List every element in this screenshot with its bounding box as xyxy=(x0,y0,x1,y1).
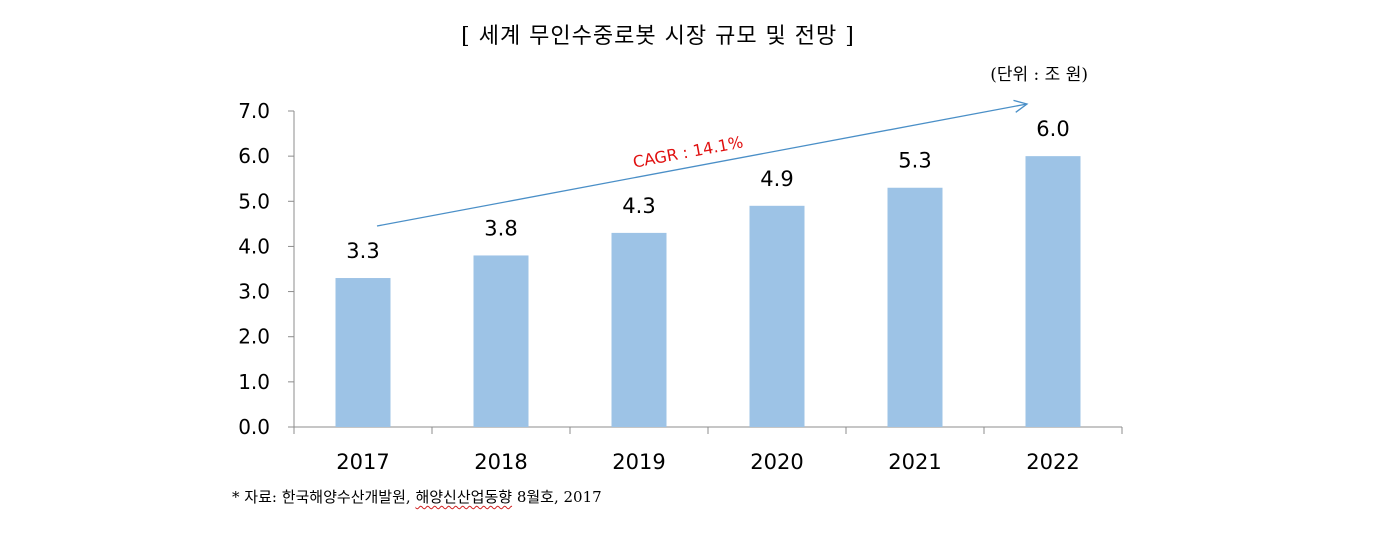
bar xyxy=(611,232,667,427)
bar xyxy=(335,278,391,427)
x-tick-label: 2017 xyxy=(336,450,389,474)
bar xyxy=(887,187,943,427)
x-tick-label: 2022 xyxy=(1026,450,1079,474)
y-axis: 0.0 1.0 2.0 3.0 4.0 5.0 6.0 7.0 xyxy=(238,99,295,439)
bar-value-label: 3.8 xyxy=(484,216,517,240)
cagr-arrow-head xyxy=(1013,99,1029,113)
y-tick-label: 7.0 xyxy=(238,99,270,123)
bar-value-label: 5.3 xyxy=(898,149,931,173)
y-tick-label: 1.0 xyxy=(238,370,270,394)
bar-series xyxy=(335,156,1081,427)
bar-value-label: 3.3 xyxy=(346,239,379,263)
cagr-arrow-line xyxy=(376,103,1028,227)
source-note: * 자료: 한국해양수산개발원, 해양신산업동향 8월호, 2017 xyxy=(232,486,602,507)
bar-value-label: 6.0 xyxy=(1036,117,1069,141)
y-tick-label: 6.0 xyxy=(238,144,270,168)
bar-value-label: 4.9 xyxy=(760,167,793,191)
source-suffix: 8월호, 2017 xyxy=(512,488,602,506)
y-tick-label: 5.0 xyxy=(238,189,270,213)
bar xyxy=(749,205,805,427)
y-tick-label: 2.0 xyxy=(238,325,270,349)
y-tick-label: 4.0 xyxy=(238,234,270,258)
chart-title: [ 세계 무인수중로봇 시장 규모 및 전망 ] xyxy=(461,24,855,49)
source-prefix: * 자료: 한국해양수산개발원, xyxy=(232,488,416,506)
bar xyxy=(1025,156,1081,427)
y-tick-label: 3.0 xyxy=(238,280,270,304)
bar-value-label: 4.3 xyxy=(622,194,655,218)
y-tick-label: 0.0 xyxy=(238,415,270,439)
x-tick-label: 2018 xyxy=(474,450,527,474)
x-tick-label: 2021 xyxy=(888,450,941,474)
x-tick-label: 2020 xyxy=(750,450,803,474)
data-labels: 3.3 3.8 4.3 4.9 5.3 6.0 xyxy=(346,117,1069,263)
bar xyxy=(473,255,529,427)
cagr-label: CAGR : 14.1% xyxy=(631,132,744,171)
x-axis: 2017 2018 2019 2020 2021 2022 xyxy=(293,426,1123,474)
source-underlined: 해양신산업동향 xyxy=(415,488,513,506)
unit-label: (단위 : 조 원) xyxy=(990,65,1088,85)
x-tick-label: 2019 xyxy=(612,450,665,474)
